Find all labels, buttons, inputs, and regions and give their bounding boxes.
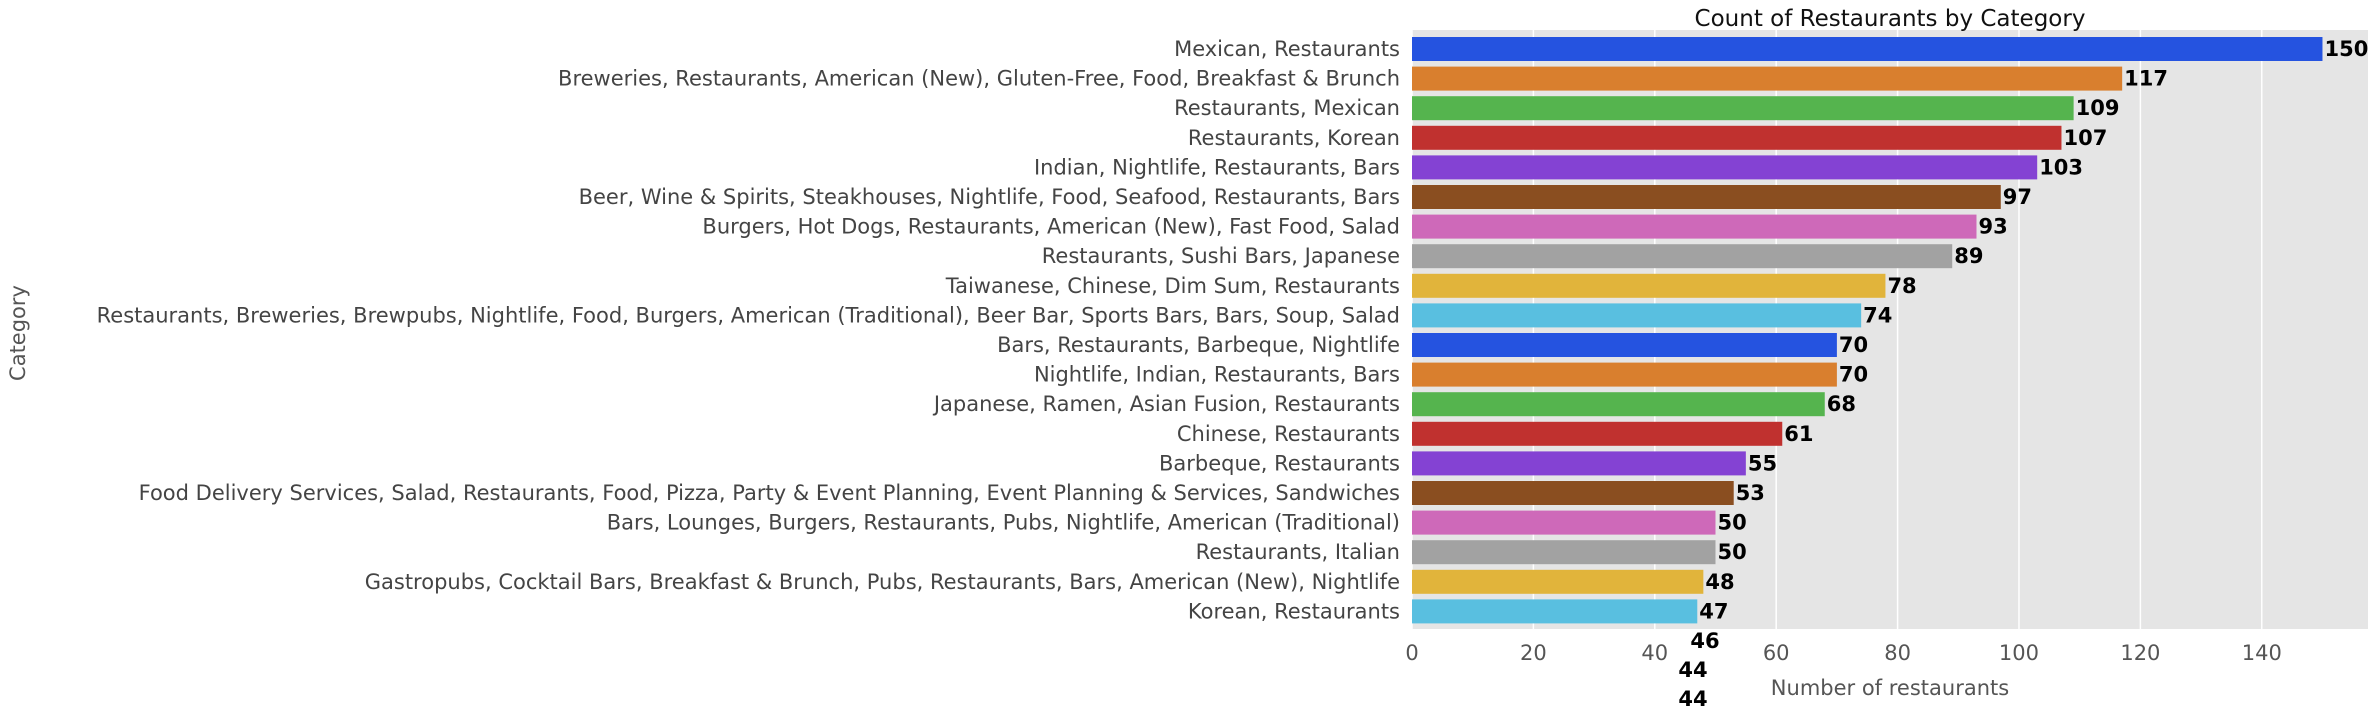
value-label: 93 bbox=[1978, 215, 2007, 239]
overflow-value-label: 44 bbox=[1678, 658, 1707, 682]
category-label: Breweries, Restaurants, American (New), … bbox=[558, 67, 1400, 91]
category-label: Nightlife, Indian, Restaurants, Bars bbox=[1034, 363, 1400, 387]
value-label: 70 bbox=[1839, 333, 1868, 357]
category-label: Food Delivery Services, Salad, Restauran… bbox=[139, 481, 1400, 505]
value-label: 61 bbox=[1784, 422, 1813, 446]
bar bbox=[1412, 125, 2062, 150]
category-label: Burgers, Hot Dogs, Restaurants, American… bbox=[702, 215, 1400, 239]
value-label: 68 bbox=[1827, 392, 1856, 416]
value-label: 150 bbox=[2324, 37, 2368, 61]
value-label: 78 bbox=[1887, 274, 1916, 298]
bar bbox=[1412, 333, 1837, 357]
category-label: Restaurants, Mexican bbox=[1174, 96, 1400, 120]
bars bbox=[1412, 37, 2323, 624]
category-label: Restaurants, Korean bbox=[1188, 126, 1400, 150]
bar bbox=[1412, 185, 2001, 209]
category-label: Barbeque, Restaurants bbox=[1159, 451, 1400, 475]
category-label: Taiwanese, Chinese, Dim Sum, Restaurants bbox=[945, 274, 1400, 298]
category-label: Indian, Nightlife, Restaurants, Bars bbox=[1034, 155, 1400, 179]
category-label: Bars, Restaurants, Barbeque, Nightlife bbox=[997, 333, 1400, 357]
value-label: 50 bbox=[1717, 540, 1746, 564]
value-label: 89 bbox=[1954, 244, 1983, 268]
category-label: Korean, Restaurants bbox=[1188, 599, 1400, 623]
y-axis-title: Category bbox=[6, 285, 30, 381]
bar bbox=[1412, 155, 2038, 180]
value-label: 109 bbox=[2076, 96, 2120, 120]
category-label: Restaurants, Italian bbox=[1196, 540, 1400, 564]
x-tick-label: 140 bbox=[2242, 641, 2282, 665]
value-label: 107 bbox=[2063, 126, 2107, 150]
category-label: Beer, Wine & Spirits, Steakhouses, Night… bbox=[579, 185, 1400, 209]
value-label: 47 bbox=[1699, 599, 1728, 623]
value-label: 55 bbox=[1748, 451, 1777, 475]
bar bbox=[1412, 421, 1783, 446]
bar bbox=[1412, 214, 1977, 239]
value-label: 53 bbox=[1736, 481, 1765, 505]
category-label: Restaurants, Breweries, Brewpubs, Nightl… bbox=[97, 303, 1400, 327]
bar bbox=[1412, 273, 1886, 298]
x-tick-label: 0 bbox=[1405, 641, 1418, 665]
value-label: 74 bbox=[1863, 303, 1892, 327]
bar bbox=[1412, 451, 1746, 476]
x-axis-title: Number of restaurants bbox=[1771, 676, 2009, 700]
x-tick-label: 80 bbox=[1884, 641, 1911, 665]
value-label: 70 bbox=[1839, 363, 1868, 387]
bar bbox=[1412, 362, 1837, 387]
x-tick-label: 20 bbox=[1520, 641, 1547, 665]
x-ticks: 0 20 40 60 80 100 120 140 bbox=[1405, 641, 2282, 665]
overflow-value-label: 44 bbox=[1678, 687, 1707, 711]
bar bbox=[1412, 540, 1716, 565]
category-label: Gastropubs, Cocktail Bars, Breakfast & B… bbox=[365, 570, 1400, 594]
value-label: 50 bbox=[1717, 511, 1746, 535]
bar bbox=[1412, 392, 1825, 417]
x-tick-label: 60 bbox=[1763, 641, 1790, 665]
x-tick-label: 40 bbox=[1641, 641, 1668, 665]
bar bbox=[1412, 303, 1862, 328]
bar bbox=[1412, 37, 2323, 61]
bar bbox=[1412, 599, 1698, 624]
bar bbox=[1412, 569, 1704, 594]
chart-title: Count of Restaurants by Category bbox=[1695, 6, 2086, 32]
bar bbox=[1412, 96, 2074, 121]
category-label: Restaurants, Sushi Bars, Japanese bbox=[1042, 244, 1400, 268]
bar bbox=[1412, 66, 2123, 91]
value-label: 48 bbox=[1705, 570, 1734, 594]
x-tick-label: 120 bbox=[2120, 641, 2160, 665]
value-label: 117 bbox=[2124, 67, 2168, 91]
value-label: 103 bbox=[2039, 155, 2083, 179]
category-label: Chinese, Restaurants bbox=[1177, 422, 1400, 446]
bar bbox=[1412, 481, 1734, 505]
category-labels: Mexican, Restaurants Breweries, Restauran… bbox=[97, 37, 1400, 623]
category-label: Mexican, Restaurants bbox=[1174, 37, 1400, 61]
x-tick-label: 100 bbox=[1999, 641, 2039, 665]
category-label: Japanese, Ramen, Asian Fusion, Restauran… bbox=[932, 392, 1400, 416]
value-label: 97 bbox=[2003, 185, 2032, 209]
overflow-value-label: 46 bbox=[1690, 629, 1719, 653]
bar bbox=[1412, 510, 1716, 535]
category-label: Bars, Lounges, Burgers, Restaurants, Pub… bbox=[607, 511, 1400, 535]
bar bbox=[1412, 244, 1953, 269]
